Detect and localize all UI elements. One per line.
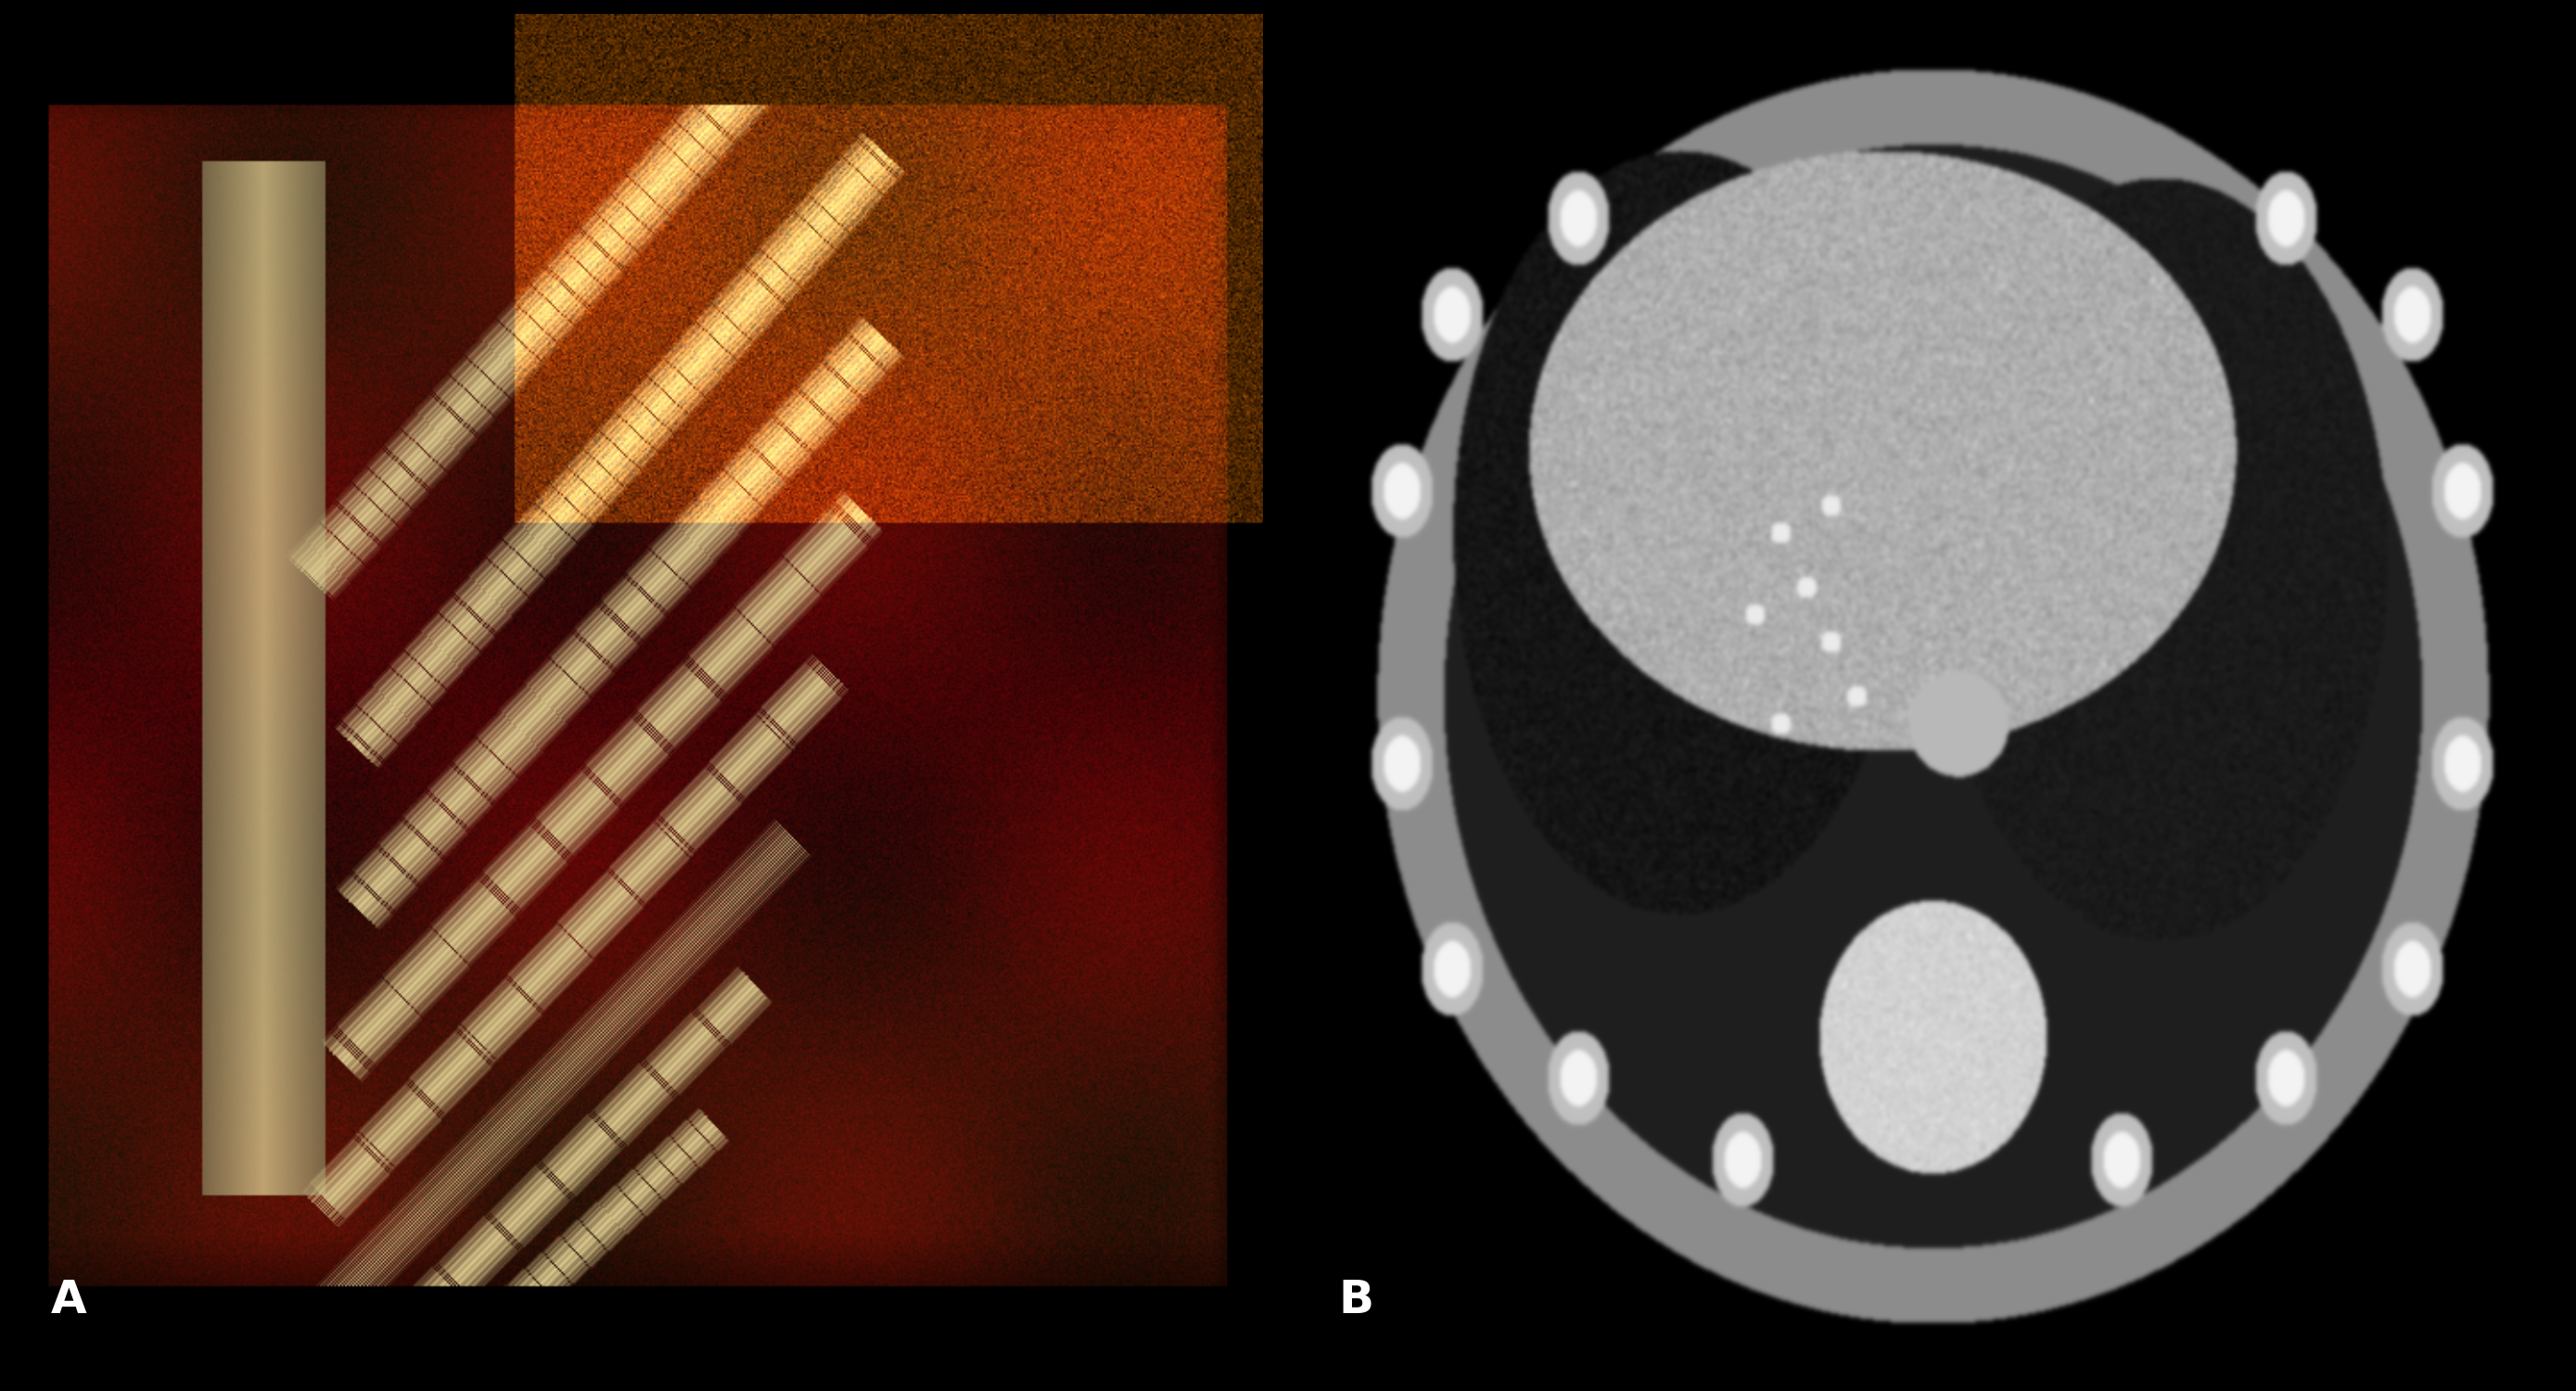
Text: A: A [52,1278,85,1323]
Text: B: B [1340,1278,1373,1323]
